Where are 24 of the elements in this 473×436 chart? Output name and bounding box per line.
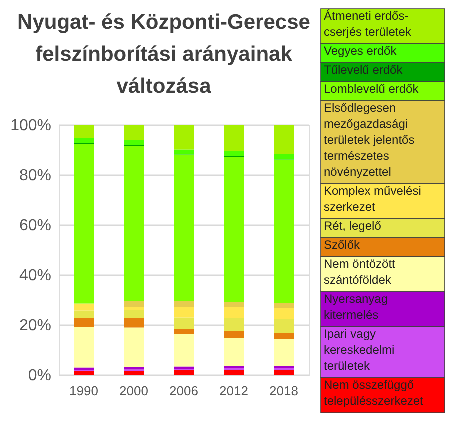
- x-tick-label: 2012: [220, 384, 248, 398]
- y-tick-label: 60%: [19, 218, 52, 234]
- y-tick-label: 20%: [19, 318, 52, 334]
- y-tick-label: 40%: [19, 268, 52, 284]
- y-tick-label: 100%: [10, 118, 52, 134]
- x-tick-label: 2006: [170, 384, 198, 398]
- text: Átmeneti erdős-cserjés területek: [324, 9, 412, 39]
- text: Nem öntözött szántóföldek: [324, 257, 396, 287]
- text: Vegyes erdők: [324, 44, 398, 58]
- text: Rét, legelő: [324, 219, 382, 233]
- y-tick-label: 0%: [28, 368, 52, 384]
- text: Szőlők: [324, 238, 362, 252]
- x-tick-label: 1990: [70, 384, 98, 398]
- y-tick-label: 80%: [19, 168, 52, 184]
- text: Nem összefüggő településszerkezet: [324, 378, 424, 408]
- text: Komplex művelési szerkezet: [324, 184, 422, 214]
- text: Elsődlegesen mezőgazdasági területek jelentős természetes növényzettel: [324, 101, 415, 179]
- text: Ipari vagy kereskedelmi területek: [324, 327, 395, 373]
- text: Lomblevelű erdők: [324, 82, 420, 96]
- chart-title: Nyugat- és Központi-Gerecse felszínborítási arányainak változása: [18, 11, 310, 98]
- x-tick-label: 2018: [270, 384, 298, 398]
- x-tick-label: 2000: [120, 384, 148, 398]
- text: Tűlevelű erdők: [324, 63, 404, 77]
- text: Nyersanyag kitermelés: [324, 292, 388, 322]
